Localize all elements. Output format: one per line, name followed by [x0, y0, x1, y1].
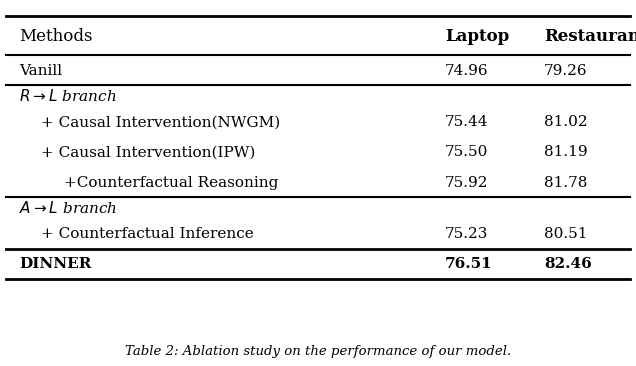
Text: Restaurant: Restaurant — [544, 28, 636, 45]
Text: 82.46: 82.46 — [544, 258, 591, 272]
Text: 75.23: 75.23 — [445, 228, 488, 242]
Text: 81.19: 81.19 — [544, 146, 588, 160]
Text: 79.26: 79.26 — [544, 64, 588, 78]
Text: + Counterfactual Inference: + Counterfactual Inference — [41, 228, 254, 242]
Text: 81.78: 81.78 — [544, 176, 587, 190]
Text: + Causal Intervention(NWGM): + Causal Intervention(NWGM) — [41, 116, 280, 130]
Text: DINNER: DINNER — [19, 258, 92, 272]
Text: $A \rightarrow L$ branch: $A \rightarrow L$ branch — [19, 200, 117, 216]
Text: 75.44: 75.44 — [445, 116, 488, 130]
Text: 81.02: 81.02 — [544, 116, 588, 130]
Text: Methods: Methods — [19, 28, 93, 45]
Text: 76.51: 76.51 — [445, 258, 493, 272]
Text: $R \rightarrow L$ branch: $R \rightarrow L$ branch — [19, 88, 116, 104]
Text: Vanill: Vanill — [19, 64, 62, 78]
Text: 75.92: 75.92 — [445, 176, 488, 190]
Text: 74.96: 74.96 — [445, 64, 489, 78]
Text: 80.51: 80.51 — [544, 228, 587, 242]
Text: 75.50: 75.50 — [445, 146, 488, 160]
Text: +Counterfactual Reasoning: +Counterfactual Reasoning — [64, 176, 278, 190]
Text: Laptop: Laptop — [445, 28, 509, 45]
Text: Table 2: Ablation study on the performance of our model.: Table 2: Ablation study on the performan… — [125, 345, 511, 358]
Text: + Causal Intervention(IPW): + Causal Intervention(IPW) — [41, 146, 256, 160]
